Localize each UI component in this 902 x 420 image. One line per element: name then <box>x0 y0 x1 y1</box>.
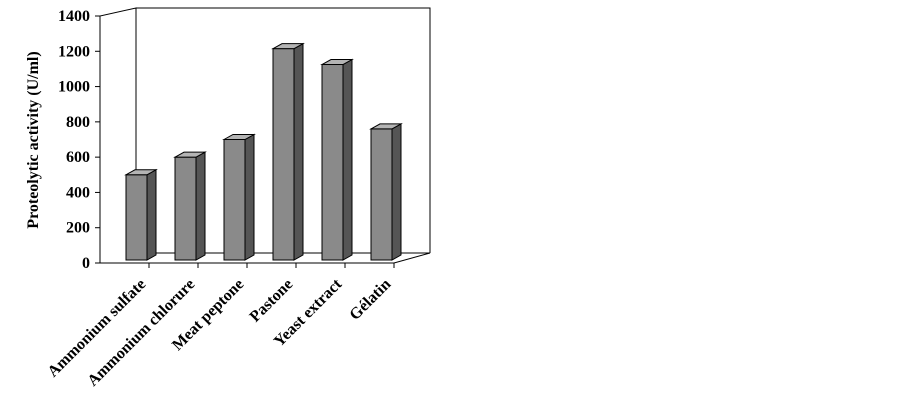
bar-top <box>222 134 256 140</box>
bar-front <box>125 174 148 261</box>
y-tick-label: 0 <box>82 255 90 272</box>
bars <box>124 42 403 261</box>
bar-front <box>272 48 295 261</box>
bar-front <box>321 64 344 261</box>
bar-side <box>146 168 157 261</box>
bar <box>173 151 207 261</box>
bar-side <box>293 42 304 261</box>
bar-top <box>320 59 354 66</box>
x-tick-label: Pastone <box>247 276 297 326</box>
bar-side <box>342 58 353 261</box>
bar-top <box>124 169 158 176</box>
y-axis-label: Proteolytic activity (U/ml) <box>25 51 42 228</box>
y-tick-label: 1200 <box>58 43 90 60</box>
bar-front <box>370 128 393 261</box>
y-tick-label: 200 <box>66 220 90 237</box>
bar <box>271 42 305 261</box>
bar <box>369 123 403 261</box>
bar-top <box>369 123 403 130</box>
bar-front <box>174 156 197 261</box>
bar-front <box>223 139 246 261</box>
y-tick-label: 600 <box>66 149 90 166</box>
bar <box>124 168 158 261</box>
y-tick-label: 1400 <box>58 8 90 25</box>
bar-side <box>244 133 255 261</box>
bar-side <box>391 123 402 261</box>
y-tick-label: 800 <box>66 114 90 131</box>
bar <box>320 58 354 261</box>
x-tick-label: Gélatin <box>346 276 394 324</box>
bar-top <box>173 151 207 158</box>
y-tick-label: 1000 <box>58 79 90 96</box>
y-axis: 0 200 400 600 800 1000 1200 1400 <box>58 8 100 272</box>
bar-top <box>271 43 305 50</box>
bar <box>222 133 256 261</box>
y-tick-label: 400 <box>66 184 90 201</box>
bar-side <box>195 151 206 261</box>
